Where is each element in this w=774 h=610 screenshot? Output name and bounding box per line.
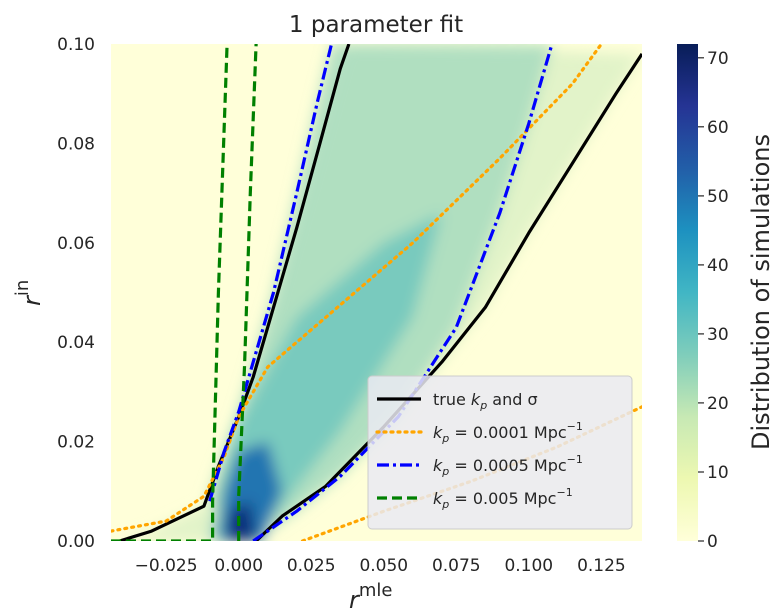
y-tick-label: 0.02 [57, 433, 95, 453]
colorbar-label: Distribution of simulations [747, 134, 774, 450]
legend-label-1: kp = 0.0001 Mpc−1 [433, 420, 583, 445]
colorbar-ticks: 0 10 20 30 40 50 60 70 [698, 49, 729, 552]
series-line-1-left [111, 44, 604, 533]
x-axis-label-main: r [349, 586, 361, 610]
x-axis-label-sup: mle [359, 580, 393, 601]
legend-label-0: true kp and σ [433, 390, 538, 412]
chart-title: 1 parameter fit [289, 12, 463, 38]
series-line-3-left [111, 44, 229, 541]
colorbar-tick-label: 40 [707, 256, 729, 276]
colorbar-tick-label: 20 [707, 394, 729, 414]
y-axis-label-sup: in [12, 280, 33, 296]
colorbar: 0 10 20 30 40 50 60 70 Distribution of simulati… [677, 44, 774, 552]
series-line-2-left [208, 44, 334, 502]
series-line-2-right [252, 44, 554, 541]
x-axis-label: rmle [349, 580, 392, 610]
legend: true kp and σ kp = 0.0001 Mpc−1 kp = 0.000… [367, 375, 633, 530]
density-peak-max [227, 501, 257, 541]
x-tick-label: 0.050 [359, 556, 408, 576]
y-axis-label-main: r [18, 294, 46, 306]
legend-box [367, 375, 633, 530]
colorbar-tick-label: 0 [707, 532, 718, 552]
x-tick-label: 0.000 [214, 556, 263, 576]
x-tick-label: 0.025 [287, 556, 336, 576]
y-tick-label: 0.00 [57, 532, 95, 552]
colorbar-tick-label: 60 [707, 118, 729, 138]
colorbar-tick-label: 50 [707, 187, 729, 207]
y-axis-label: rin [12, 280, 46, 306]
x-axis-ticks: −0.025 0.000 0.025 0.050 0.075 0.100 0.125 [135, 556, 626, 576]
x-tick-label: 0.075 [432, 556, 481, 576]
colorbar-tick-label: 70 [707, 49, 729, 69]
legend-label-2: kp = 0.0005 Mpc−1 [433, 453, 583, 478]
y-tick-label: 0.08 [57, 134, 95, 154]
series-line-0-left [119, 44, 351, 541]
y-tick-label: 0.04 [57, 333, 95, 353]
legend-label-3: kp = 0.005 Mpc−1 [433, 486, 573, 511]
svg-text:rmle: rmle [349, 580, 392, 610]
x-tick-label: 0.125 [577, 556, 626, 576]
colorbar-tick-label: 10 [707, 463, 729, 483]
heatmap-density [119, 44, 642, 541]
colorbar-gradient [677, 44, 698, 541]
y-tick-label: 0.06 [57, 234, 95, 254]
svg-text:rin: rin [12, 280, 46, 306]
colorbar-tick-label: 30 [707, 325, 729, 345]
series-line-3-right [237, 44, 258, 541]
series-line-0-right [254, 53, 642, 541]
x-tick-label: −0.025 [135, 556, 198, 576]
y-axis-ticks: 0.00 0.02 0.04 0.06 0.08 0.10 [57, 35, 95, 552]
x-tick-label: 0.100 [504, 556, 553, 576]
y-tick-label: 0.10 [57, 35, 95, 55]
